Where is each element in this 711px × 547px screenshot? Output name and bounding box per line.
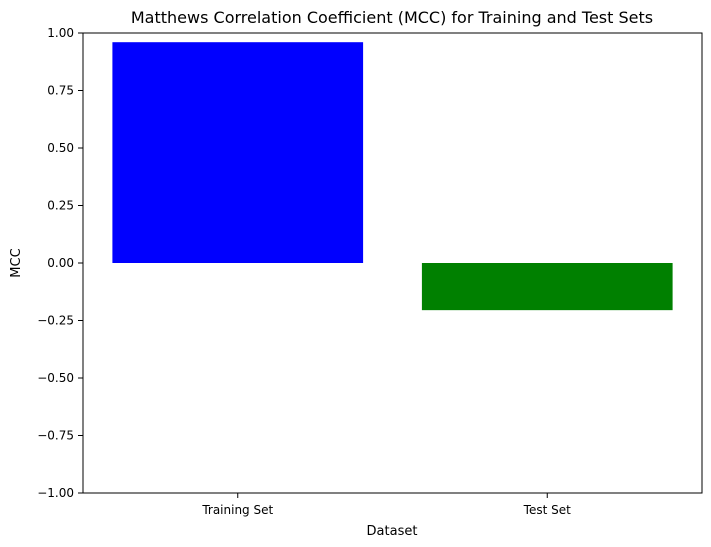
y-tick-label: 0.75 <box>47 84 74 98</box>
x-tick-label: Test Set <box>523 503 571 517</box>
y-tick-label: 0.25 <box>47 199 74 213</box>
y-tick-label: −1.00 <box>37 486 74 500</box>
y-axis: −1.00 −0.75 −0.50 −0.25 0.00 0.25 0.50 0.75 1.00 <box>37 26 83 500</box>
bar-test-set <box>421 263 673 311</box>
x-axis: Training Set Test Set <box>201 493 571 517</box>
y-tick-label: 0.00 <box>47 256 74 270</box>
y-axis-label: MCC <box>9 248 24 277</box>
plot-frame <box>82 32 703 494</box>
chart-title: Matthews Correlation Coefficient (MCC) f… <box>131 8 653 27</box>
y-tick-label: −0.75 <box>37 429 74 443</box>
y-tick-label: 0.50 <box>47 141 74 155</box>
x-tick-label: Training Set <box>201 503 273 517</box>
bar-training-set <box>112 42 364 264</box>
y-tick-label: −0.25 <box>37 314 74 328</box>
y-tick-label: 1.00 <box>47 26 74 40</box>
x-axis-label: Dataset <box>367 524 418 539</box>
bars-group <box>112 42 673 311</box>
y-tick-label: −0.50 <box>37 371 74 385</box>
